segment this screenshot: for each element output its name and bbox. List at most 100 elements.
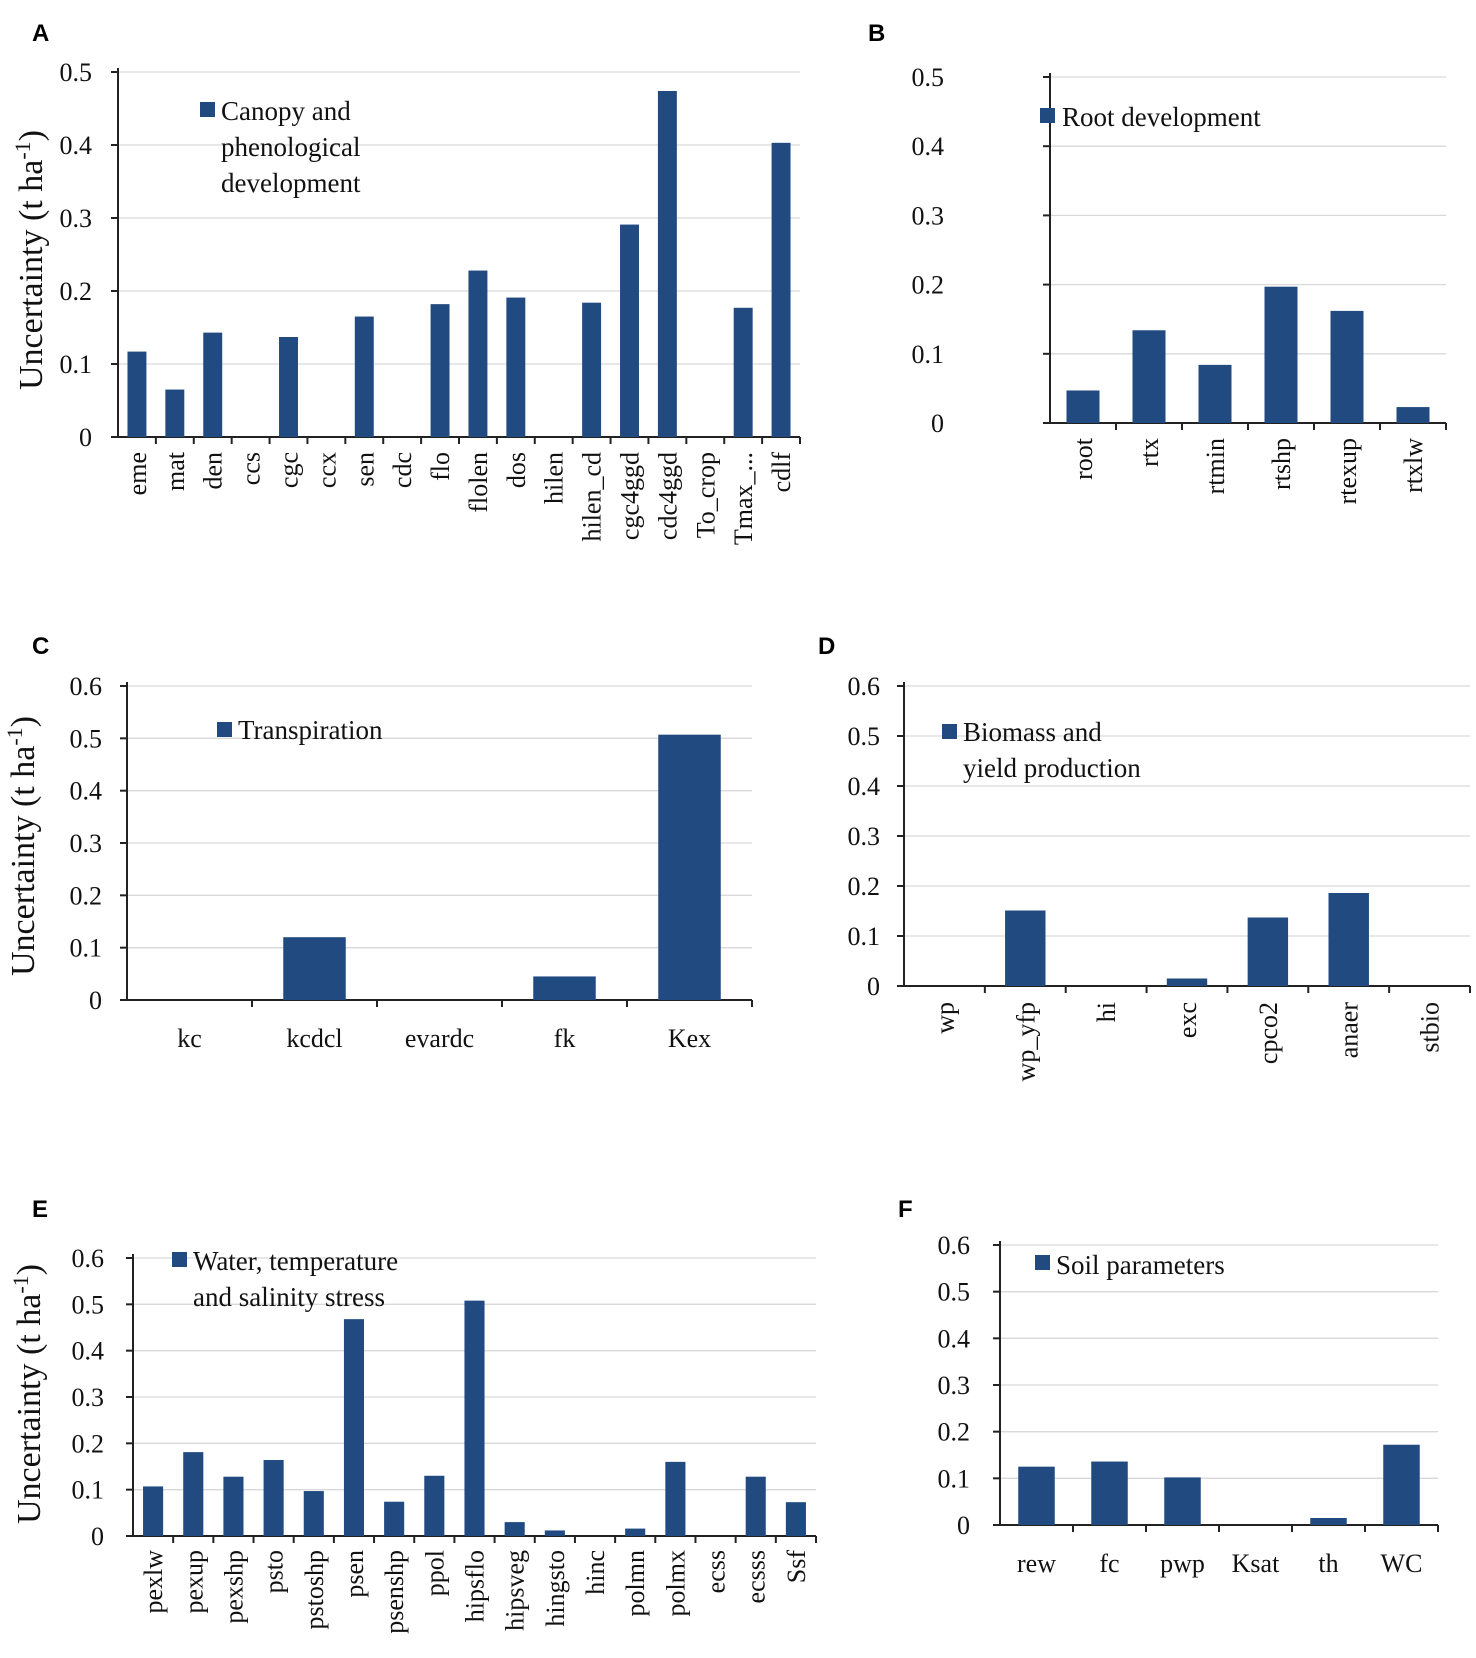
- category-label: ccs: [237, 452, 266, 485]
- bar: [1310, 1518, 1347, 1525]
- y-tick-label: 0.5: [938, 1278, 971, 1307]
- category-label: rew: [1017, 1549, 1056, 1578]
- legend-text: Biomass and: [963, 717, 1102, 747]
- y-tick-label: 0.2: [938, 1418, 971, 1447]
- legend-text: phenological: [221, 132, 360, 162]
- category-label: fk: [554, 1024, 576, 1053]
- legend-text: development: [221, 168, 361, 198]
- category-label: cdc4ggd: [653, 452, 682, 540]
- category-label: polmn: [621, 1550, 650, 1616]
- legend-text: Canopy and: [221, 96, 351, 126]
- bar: [1198, 364, 1232, 423]
- category-label: root: [1069, 437, 1098, 480]
- bar: [424, 1475, 445, 1536]
- category-label: cpco2: [1254, 1002, 1283, 1064]
- bar: [1166, 978, 1208, 986]
- bar: [544, 1530, 565, 1536]
- y-axis-label-superscript: -1: [2, 727, 27, 745]
- panel-d: D 0 0.1 0.2 0.3 0.4 0.5 0.6 wp wp_yfp hi exc cpco2 an…: [818, 633, 1471, 1081]
- bar: [1091, 1461, 1128, 1525]
- panel-b: B 0 0.1 0.2 0.3 0.4 0.5 root rtx rtmin rtshp rtexup…: [868, 20, 1447, 504]
- y-tick-label: 0: [931, 409, 944, 438]
- category-label: wp_yfp: [1011, 1002, 1040, 1081]
- category-label: Kex: [668, 1024, 711, 1053]
- bar: [223, 1476, 244, 1536]
- category-label: stbio: [1416, 1002, 1445, 1053]
- y-axis-label-superscript: -1: [10, 141, 35, 159]
- legend-swatch: [217, 722, 232, 737]
- y-axis-label: Uncertainty (t ha-1): [10, 130, 50, 390]
- bar: [745, 1476, 766, 1536]
- category-label: pwp: [1160, 1549, 1205, 1578]
- category-label: rtxlw: [1399, 438, 1428, 493]
- bar: [504, 1522, 525, 1536]
- y-tick-label: 0.2: [848, 872, 881, 901]
- y-axis-label-text: Uncertainty (t ha: [5, 746, 42, 976]
- bar: [183, 1452, 204, 1536]
- y-tick-label: 0.3: [70, 829, 103, 858]
- bar: [343, 1319, 365, 1536]
- y-tick-label: 0.3: [72, 1383, 105, 1412]
- category-label: ecss: [702, 1550, 731, 1593]
- category-label: hingsto: [541, 1550, 570, 1627]
- y-tick-label: 0.6: [70, 672, 103, 701]
- bar: [625, 1528, 646, 1536]
- y-tick-label: 0.1: [72, 1476, 105, 1505]
- category-label: flolen: [464, 452, 493, 513]
- bar: [1066, 390, 1100, 423]
- bar: [582, 302, 602, 437]
- category-label: Ksat: [1232, 1549, 1280, 1578]
- y-tick-label: 0.4: [912, 132, 945, 161]
- legend-swatch: [1035, 1255, 1050, 1270]
- panel-e: E 0 0.1 0.2 0.3 0.4 0.5 0.6 pexlw pexup pexshp psto…: [8, 1196, 817, 1634]
- bar: [733, 307, 753, 437]
- bar: [1330, 310, 1364, 423]
- category-label: dos: [502, 452, 531, 488]
- legend-text: Root development: [1062, 102, 1261, 132]
- category-label: rtx: [1135, 438, 1164, 467]
- bar: [384, 1501, 405, 1536]
- category-label: den: [199, 452, 228, 490]
- bar: [127, 351, 147, 437]
- bar: [279, 336, 298, 437]
- bar: [658, 734, 721, 1000]
- y-tick-label: 0.2: [60, 277, 93, 306]
- category-label: WC: [1381, 1549, 1423, 1578]
- panel-label: A: [32, 20, 49, 47]
- legend-text: Transpiration: [238, 715, 383, 745]
- category-label: pexshp: [219, 1550, 248, 1624]
- bar: [1264, 286, 1298, 423]
- category-label: mat: [161, 451, 190, 491]
- y-tick-label: 0.5: [912, 63, 945, 92]
- category-label: flo: [426, 452, 455, 481]
- category-label: rtmin: [1201, 438, 1230, 494]
- y-tick-label: 0.1: [938, 1464, 971, 1493]
- bar: [620, 224, 639, 437]
- y-tick-label: 0.6: [938, 1231, 971, 1260]
- legend-swatch: [200, 102, 215, 117]
- bar: [1383, 1444, 1420, 1525]
- y-axis-label-close: ): [13, 130, 50, 141]
- bar: [354, 316, 374, 437]
- category-label: rtexup: [1333, 438, 1362, 504]
- y-axis-label-superscript: -1: [8, 1275, 33, 1293]
- category-label: cgc: [275, 452, 304, 488]
- y-tick-label: 0.3: [60, 204, 93, 233]
- legend-swatch: [942, 724, 957, 739]
- panel-label: D: [818, 633, 835, 660]
- y-tick-label: 0: [89, 986, 102, 1015]
- legend-text: and salinity stress: [193, 1282, 385, 1312]
- bar: [1005, 910, 1046, 986]
- bar: [203, 332, 223, 437]
- bar: [1396, 407, 1430, 423]
- legend-text: yield production: [963, 753, 1141, 783]
- y-tick-label: 0.5: [72, 1290, 105, 1319]
- legend-text: Water, temperature: [193, 1246, 398, 1276]
- y-axis-label-close: ): [5, 716, 42, 727]
- bar: [283, 937, 346, 1000]
- y-tick-label: 0.5: [60, 58, 93, 87]
- y-tick-label: 0: [79, 423, 92, 452]
- y-tick-label: 0.4: [60, 131, 93, 160]
- category-label: pstoshp: [300, 1550, 329, 1629]
